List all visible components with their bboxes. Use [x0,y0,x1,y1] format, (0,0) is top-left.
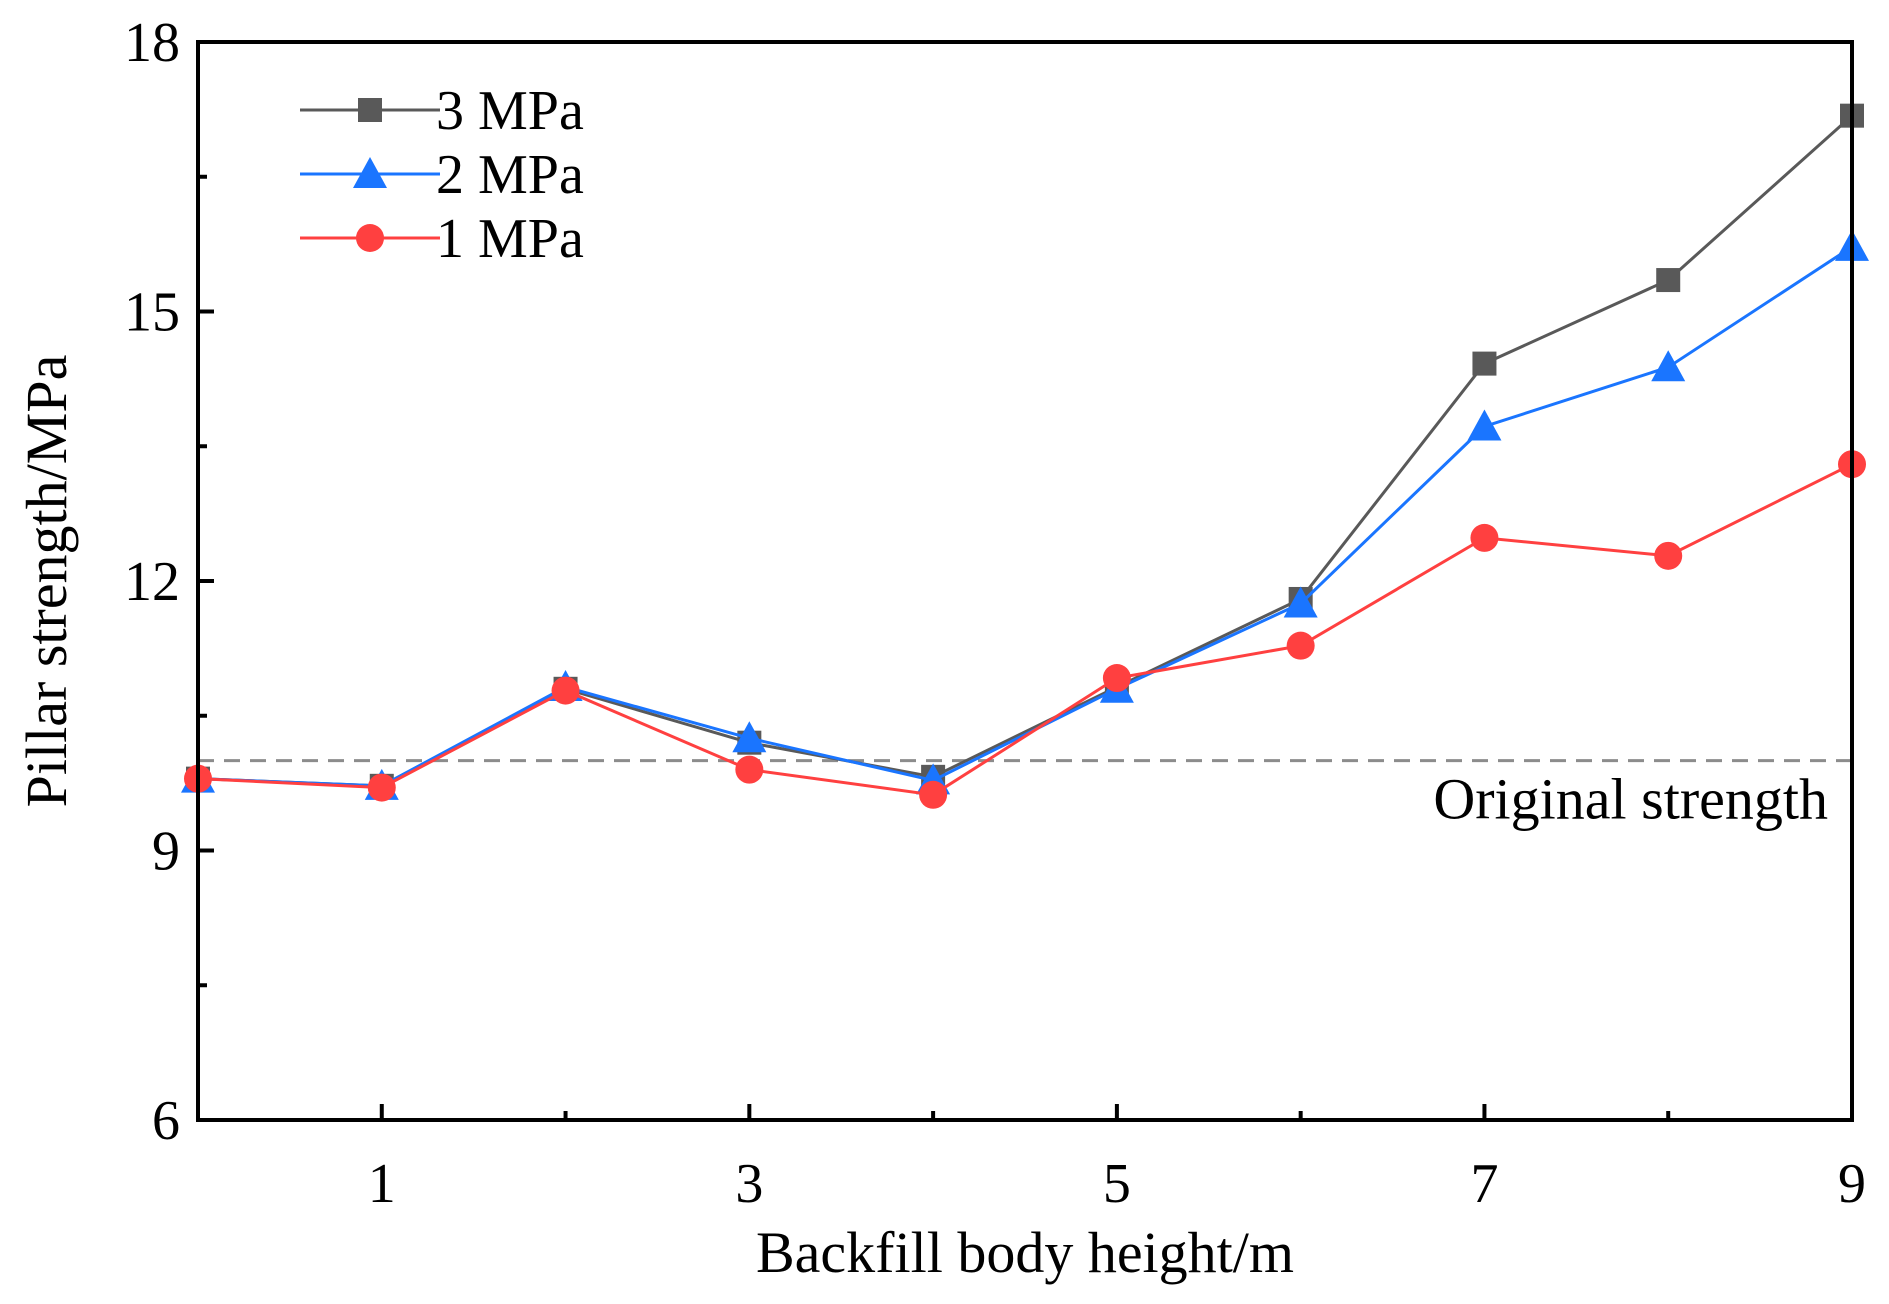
data-point [1654,541,1683,570]
legend-item: 3 MPa [300,80,584,142]
y-axis: 6 9 12 15 18 [124,12,214,1152]
data-point [1102,664,1131,693]
legend-label: 1 MPa [436,208,584,270]
data-point [1286,631,1315,660]
series-line [197,462,1853,797]
y-tick-label: 6 [152,1090,180,1152]
y-axis-label: Pillar strength/MPa [14,355,79,808]
series-layer [181,103,1869,809]
legend-item: 2 MPa [300,144,584,206]
y-tick-label: 18 [124,12,180,74]
data-point [735,755,764,784]
x-tick-label: 9 [1838,1153,1866,1215]
x-axis-label: Backfill body height/m [756,1220,1294,1285]
data-point [919,780,948,809]
data-point [1470,523,1499,552]
legend-item: 1 MPa [300,208,584,270]
legend-marker [356,224,384,252]
legend-marker [358,98,382,122]
data-point [1651,350,1686,382]
data-point [367,773,396,802]
data-point [1467,409,1502,441]
x-axis: 1 3 5 7 9 [368,1104,1866,1215]
x-tick-label: 7 [1470,1153,1498,1215]
data-point [1283,586,1318,618]
x-tick-label: 3 [735,1153,763,1215]
y-tick-label: 15 [124,282,180,344]
data-point [732,721,767,753]
legend-marker [353,157,387,188]
x-tick-label: 1 [368,1153,396,1215]
series-3 [184,450,1866,809]
data-point [551,676,580,705]
y-tick-label: 12 [124,551,180,613]
x-tick-label: 5 [1103,1153,1131,1215]
data-point [1656,268,1681,293]
data-point [1472,351,1497,376]
series-line [197,245,1853,788]
legend-label: 3 MPa [436,80,584,142]
reference-line-label: Original strength [1433,767,1828,832]
legend-label: 2 MPa [436,144,584,206]
y-tick-label: 9 [152,821,180,883]
